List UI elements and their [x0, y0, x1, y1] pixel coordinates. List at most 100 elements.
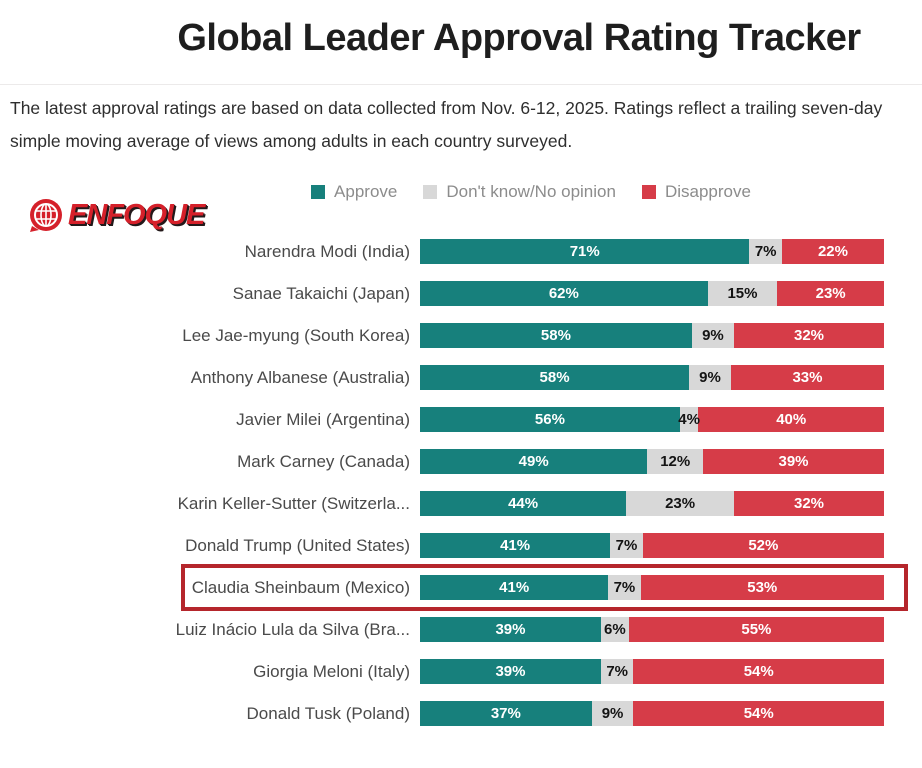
dontknow-segment: 7% — [600, 659, 634, 685]
approve-value: 44% — [508, 495, 539, 513]
disapprove-segment: 54% — [633, 659, 884, 685]
stacked-bar: 37% 9% 54% — [420, 701, 885, 727]
leader-label: Claudia Sheinbaum (Mexico) — [191, 577, 410, 597]
leader-label: Lee Jae-myung (South Korea) — [182, 325, 410, 345]
disapprove-segment: 40% — [698, 407, 884, 433]
stacked-bar: 58% 9% 32% — [420, 323, 885, 349]
leader-label: Luiz Inácio Lula da Silva (Bra... — [175, 619, 410, 639]
dontknow-segment: 7% — [610, 533, 643, 559]
approve-value: 56% — [534, 411, 565, 429]
disapprove-value: 32% — [794, 327, 825, 345]
disapprove-value: 23% — [815, 285, 846, 303]
approve-value: 49% — [518, 453, 549, 471]
leader-label: Anthony Albanese (Australia) — [190, 367, 410, 387]
stacked-bar: 41% 7% 52% — [420, 533, 884, 559]
disapprove-segment: 39% — [703, 449, 884, 475]
leader-row: Javier Milei (Argentina) 56% 4% 40% — [0, 399, 922, 441]
approve-segment: 71% — [420, 239, 750, 265]
disapprove-segment: 33% — [730, 365, 885, 391]
leader-label: Javier Milei (Argentina) — [236, 409, 410, 429]
dontknow-swatch-icon — [423, 184, 438, 199]
disapprove-segment: 32% — [734, 491, 884, 517]
globe-icon — [26, 196, 66, 236]
approve-segment: 41% — [420, 533, 611, 559]
disapprove-value: 54% — [743, 705, 774, 723]
legend-label: Disapprove — [664, 181, 751, 201]
leader-label: Donald Tusk (Poland) — [246, 703, 410, 723]
leader-row: Lee Jae-myung (South Korea) 58% 9% 32% — [0, 315, 922, 357]
leader-row: Anthony Albanese (Australia) 58% 9% 33% — [0, 357, 922, 399]
approve-segment: 56% — [420, 407, 680, 433]
approve-segment: 37% — [420, 701, 592, 727]
dontknow-segment: 9% — [591, 701, 634, 727]
stacked-bar: 39% 7% 54% — [420, 659, 884, 685]
stacked-bar: 49% 12% 39% — [420, 449, 884, 475]
disapprove-segment: 55% — [628, 617, 884, 643]
legend-item-disapprove: Disapprove — [641, 181, 751, 202]
leader-label: Karin Keller-Sutter (Switzerla... — [177, 493, 410, 513]
dontknow-segment: 15% — [707, 281, 778, 307]
disapprove-segment: 54% — [633, 701, 885, 727]
leader-row: Mark Carney (Canada) 49% 12% 39% — [0, 441, 922, 483]
stacked-bar: 39% 6% 55% — [420, 617, 884, 643]
dontknow-segment: 7% — [749, 239, 782, 265]
dontknow-segment: 9% — [689, 365, 731, 391]
disapprove-value: 53% — [747, 579, 778, 597]
disapprove-value: 40% — [776, 411, 807, 429]
leader-row: Donald Trump (United States) 41% 7% 52% — [0, 525, 922, 567]
approve-segment: 39% — [420, 617, 601, 643]
approve-segment: 44% — [420, 491, 627, 517]
disapprove-segment: 23% — [777, 281, 884, 307]
stacked-bar: 41% 7% 53% — [420, 575, 884, 601]
page-title: Global Leader Approval Rating Tracker — [177, 17, 861, 59]
approve-value: 41% — [499, 579, 530, 597]
dontknow-value: 9% — [702, 327, 724, 345]
dontknow-segment: 9% — [691, 323, 735, 349]
legend-label: Don't know/No opinion — [446, 181, 616, 201]
dontknow-value: 9% — [699, 369, 721, 387]
leader-row: Donald Tusk (Poland) 37% 9% 54% — [0, 693, 922, 735]
legend-item-approve: Approve — [311, 182, 397, 202]
disapprove-value: 55% — [741, 621, 772, 639]
approve-value: 37% — [490, 705, 521, 723]
stacked-bar: 44% 23% 32% — [420, 491, 884, 517]
disapprove-value: 54% — [743, 663, 774, 681]
leader-label: Mark Carney (Canada) — [237, 451, 410, 471]
logo-wordmark: ENFOQUE — [68, 199, 205, 232]
approve-value: 39% — [495, 621, 526, 639]
approve-value: 39% — [495, 663, 526, 681]
disapprove-swatch-icon — [641, 184, 656, 199]
approve-segment: 39% — [420, 659, 601, 685]
dontknow-value: 15% — [727, 285, 758, 303]
disapprove-segment: 22% — [781, 239, 884, 265]
disapprove-value: 22% — [817, 243, 848, 261]
approve-value: 71% — [569, 243, 600, 261]
dontknow-value: 9% — [601, 705, 624, 723]
dontknow-value: 6% — [604, 621, 626, 639]
approve-swatch-icon — [311, 184, 326, 199]
dontknow-value: 23% — [665, 495, 696, 513]
dontknow-value: 4% — [678, 411, 700, 429]
stacked-bar: 58% 9% 33% — [420, 365, 885, 391]
disapprove-value: 33% — [792, 369, 823, 387]
dontknow-value: 12% — [660, 453, 691, 471]
approval-chart: Approve Don't know/No opinion Disapprove — [0, 182, 922, 735]
leader-row: Luiz Inácio Lula da Silva (Bra... 39% 6%… — [0, 609, 922, 651]
leader-label: Donald Trump (United States) — [185, 535, 410, 555]
approve-value: 58% — [540, 327, 571, 345]
dontknow-segment: 7% — [608, 575, 641, 601]
dontknow-segment: 23% — [626, 491, 735, 517]
legend-label: Approve — [334, 181, 398, 201]
stacked-bar: 56% 4% 40% — [420, 407, 884, 433]
approve-segment: 58% — [420, 365, 690, 391]
stacked-bar: 71% 7% 22% — [420, 239, 884, 265]
approve-value: 62% — [548, 285, 579, 303]
disapprove-segment: 32% — [734, 323, 885, 349]
approve-value: 58% — [539, 369, 570, 387]
leader-row: Claudia Sheinbaum (Mexico) 41% 7% 53% — [0, 563, 922, 611]
chart-rows: Narendra Modi (India) 71% 7% 22% Sanae T… — [0, 231, 922, 735]
disapprove-value: 52% — [748, 537, 779, 555]
leader-label: Giorgia Meloni (Italy) — [253, 661, 410, 681]
leader-row: Giorgia Meloni (Italy) 39% 7% 54% — [0, 651, 922, 693]
dontknow-value: 7% — [606, 663, 629, 681]
